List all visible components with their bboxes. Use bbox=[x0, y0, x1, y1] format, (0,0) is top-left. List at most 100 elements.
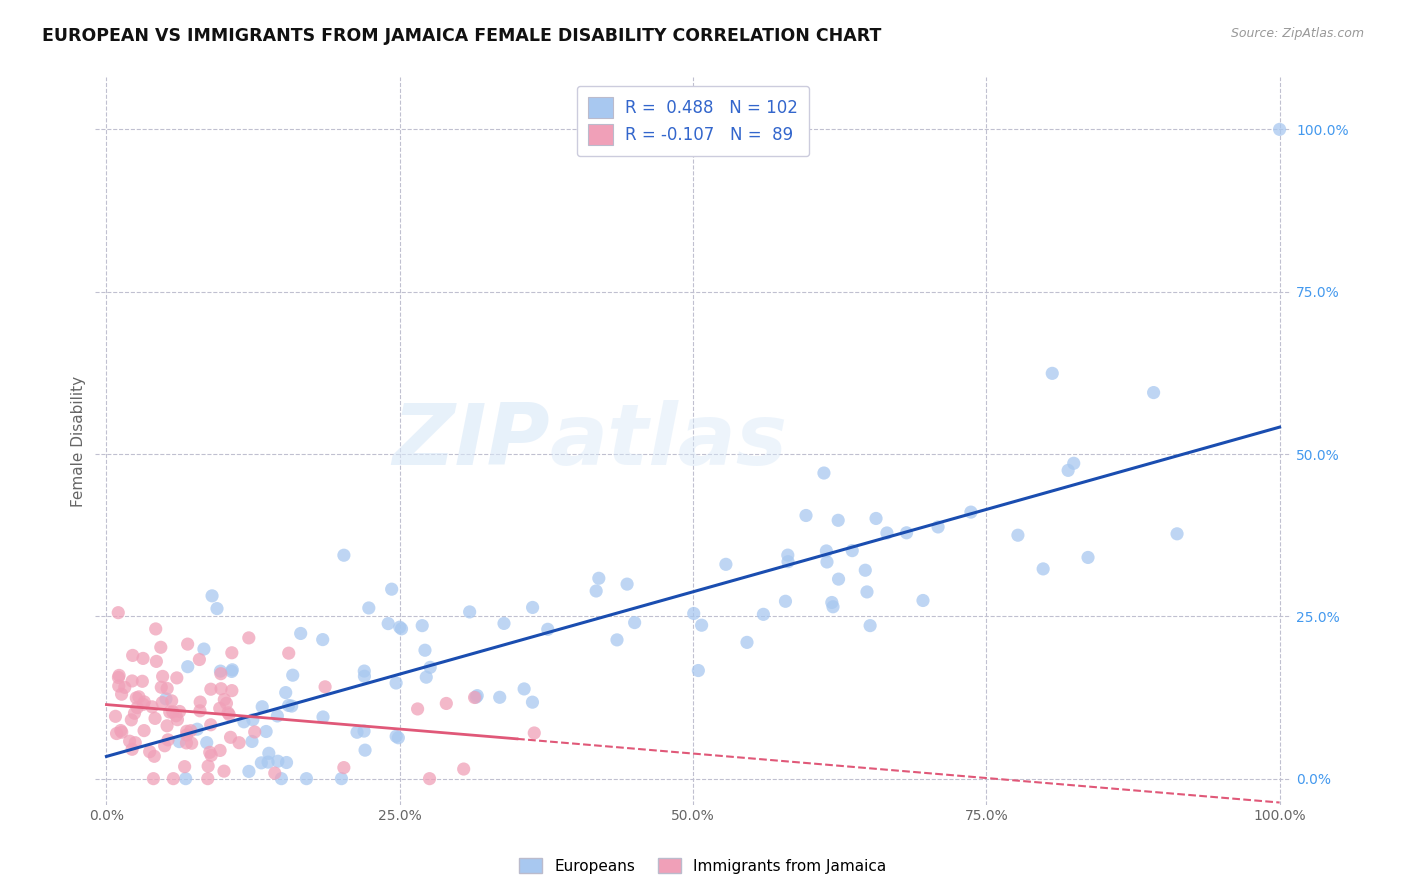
Point bbox=[162, 772, 184, 786]
Point bbox=[240, 734, 263, 748]
Point bbox=[1077, 550, 1099, 565]
Point bbox=[381, 582, 404, 597]
Point bbox=[353, 664, 375, 678]
Point bbox=[209, 664, 232, 678]
Point bbox=[266, 709, 288, 723]
Point bbox=[419, 772, 441, 786]
Point bbox=[110, 687, 132, 701]
Point bbox=[263, 766, 285, 780]
Point bbox=[1268, 122, 1291, 136]
Point bbox=[522, 600, 544, 615]
Point bbox=[458, 605, 481, 619]
Point bbox=[856, 585, 879, 599]
Point bbox=[752, 607, 775, 622]
Point bbox=[141, 699, 163, 714]
Point bbox=[214, 692, 236, 706]
Point bbox=[221, 646, 243, 660]
Point bbox=[1007, 528, 1029, 542]
Point bbox=[107, 606, 129, 620]
Point bbox=[121, 673, 143, 688]
Point bbox=[200, 748, 222, 763]
Point bbox=[330, 772, 353, 786]
Point bbox=[155, 691, 177, 706]
Point bbox=[221, 665, 243, 679]
Point bbox=[209, 666, 232, 681]
Point bbox=[150, 680, 173, 694]
Point bbox=[228, 736, 250, 750]
Point bbox=[166, 671, 188, 685]
Point bbox=[453, 762, 475, 776]
Point bbox=[385, 676, 408, 690]
Point bbox=[197, 772, 219, 786]
Point bbox=[841, 543, 863, 558]
Point bbox=[606, 632, 628, 647]
Point bbox=[277, 698, 299, 713]
Legend: R =  0.488   N = 102, R = -0.107   N =  89: R = 0.488 N = 102, R = -0.107 N = 89 bbox=[576, 86, 810, 156]
Point bbox=[156, 681, 179, 696]
Point bbox=[219, 731, 242, 745]
Point bbox=[257, 747, 280, 761]
Point bbox=[1142, 385, 1164, 400]
Point bbox=[776, 548, 799, 562]
Point bbox=[217, 706, 239, 720]
Point bbox=[257, 755, 280, 769]
Point bbox=[149, 640, 172, 655]
Point bbox=[1166, 526, 1188, 541]
Point bbox=[200, 682, 222, 697]
Point bbox=[588, 571, 610, 585]
Point bbox=[927, 520, 949, 534]
Point bbox=[434, 697, 457, 711]
Point bbox=[132, 651, 155, 665]
Point bbox=[859, 618, 882, 632]
Point bbox=[134, 695, 156, 709]
Point bbox=[166, 713, 188, 727]
Point bbox=[391, 622, 413, 636]
Point bbox=[120, 713, 142, 727]
Point bbox=[157, 732, 180, 747]
Point bbox=[465, 689, 488, 703]
Point bbox=[522, 695, 544, 709]
Point bbox=[169, 705, 191, 719]
Point bbox=[125, 690, 148, 705]
Point bbox=[960, 505, 983, 519]
Point bbox=[827, 513, 849, 527]
Point bbox=[232, 714, 254, 729]
Point bbox=[162, 705, 184, 719]
Point bbox=[110, 723, 132, 738]
Point bbox=[180, 736, 202, 750]
Point bbox=[180, 723, 202, 738]
Point bbox=[209, 743, 232, 757]
Y-axis label: Female Disability: Female Disability bbox=[72, 376, 86, 507]
Point bbox=[290, 626, 312, 640]
Point bbox=[312, 710, 335, 724]
Point bbox=[188, 704, 211, 718]
Point bbox=[354, 743, 377, 757]
Point bbox=[143, 749, 166, 764]
Point bbox=[238, 764, 260, 779]
Point bbox=[221, 683, 243, 698]
Point bbox=[165, 708, 187, 723]
Point bbox=[714, 558, 737, 572]
Point bbox=[813, 466, 835, 480]
Point bbox=[815, 544, 838, 558]
Point bbox=[243, 725, 266, 739]
Point bbox=[411, 618, 433, 632]
Point bbox=[238, 631, 260, 645]
Point bbox=[276, 756, 298, 770]
Point bbox=[406, 702, 429, 716]
Point bbox=[353, 669, 375, 683]
Point bbox=[104, 709, 127, 723]
Point bbox=[377, 616, 399, 631]
Point bbox=[821, 599, 844, 614]
Point bbox=[250, 699, 273, 714]
Point bbox=[821, 595, 844, 609]
Point bbox=[865, 511, 887, 525]
Point bbox=[415, 670, 437, 684]
Point bbox=[150, 696, 173, 710]
Point bbox=[176, 736, 198, 750]
Text: atlas: atlas bbox=[550, 400, 787, 483]
Point bbox=[195, 736, 218, 750]
Point bbox=[688, 664, 710, 678]
Point bbox=[295, 772, 318, 786]
Point bbox=[121, 648, 143, 663]
